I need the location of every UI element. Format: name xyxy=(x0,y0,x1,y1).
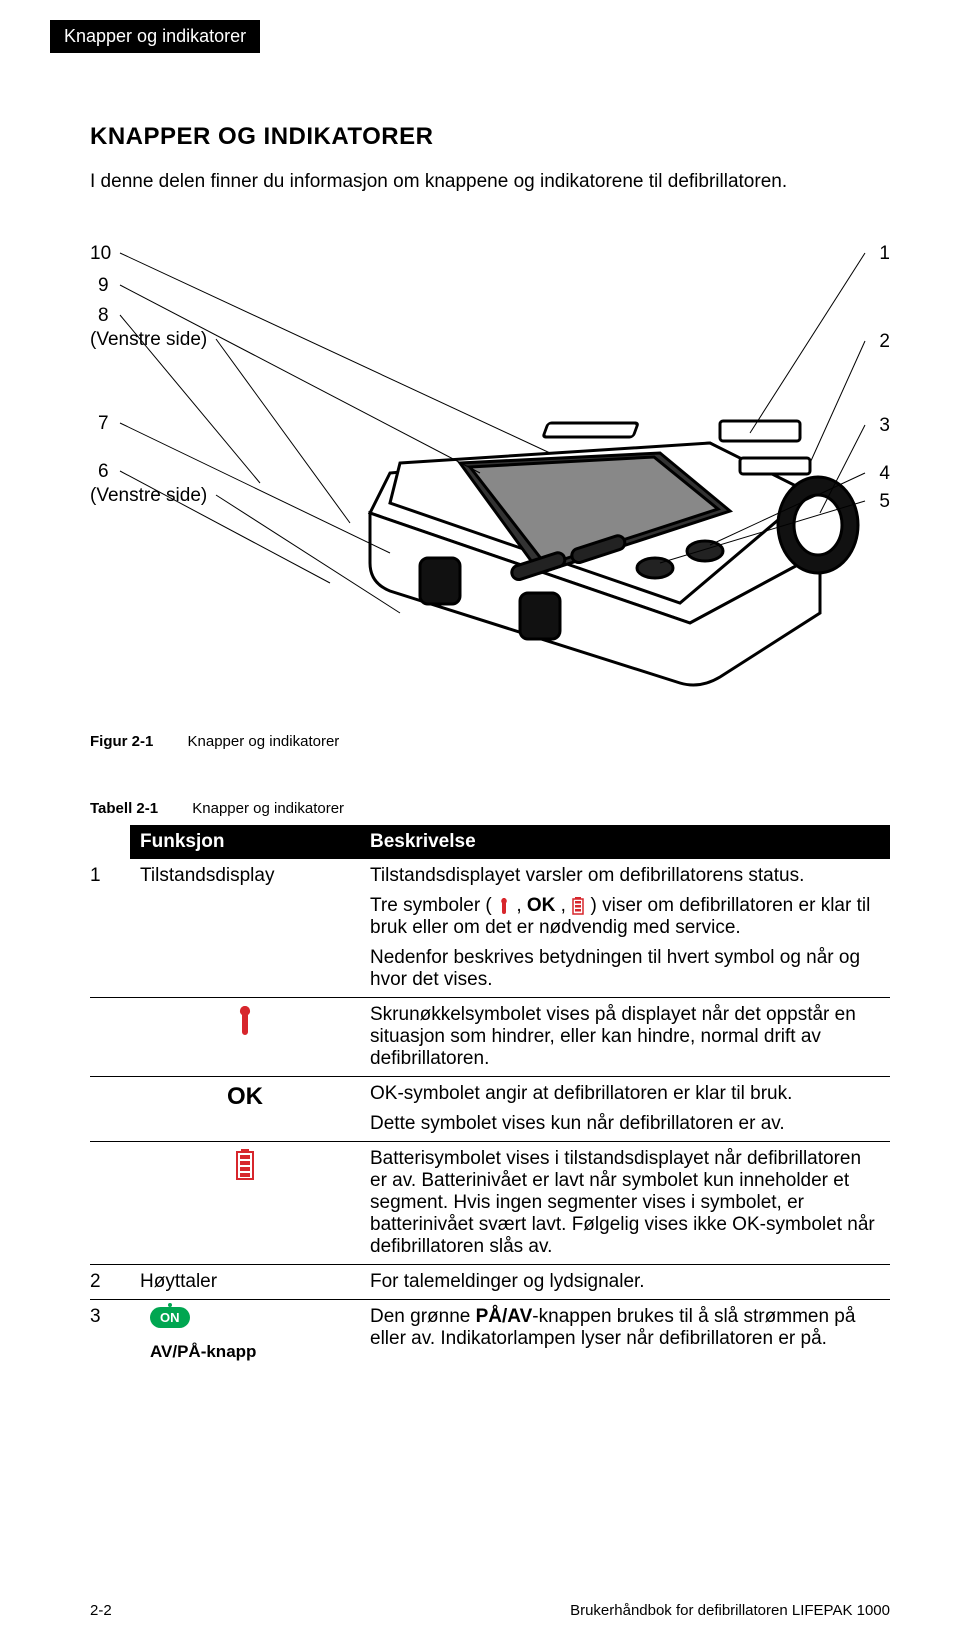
th-beskrivelse: Beskrivelse xyxy=(360,825,890,859)
figure-text: Knapper og indikatorer xyxy=(188,733,340,750)
section-title: KNAPPER OG INDIKATORER xyxy=(90,123,890,151)
intro-text: I denne delen finner du informasjon om k… xyxy=(90,171,890,193)
spec-table: Funksjon Beskrivelse 1 Tilstandsdisplay … xyxy=(90,825,890,1368)
footer-page-num: 2-2 xyxy=(90,1602,112,1619)
row-fn-icon: OK xyxy=(130,1077,360,1142)
th-funksjon: Funksjon xyxy=(130,825,360,859)
callout-8: 8 xyxy=(98,305,109,327)
figure-caption: Figur 2-1 Knapper og indikatorer xyxy=(90,733,890,750)
row-fn: Høyttaler xyxy=(130,1265,360,1300)
callout-left-side-top: (Venstre side) xyxy=(90,329,207,351)
text: Tre symboler ( xyxy=(370,895,497,916)
table-row: OK OK-symbolet angir at defibrillatoren … xyxy=(90,1077,890,1142)
row-desc: Tilstandsdisplayet varsler om defibrilla… xyxy=(360,859,890,998)
wrench-icon xyxy=(497,896,511,916)
row-fn-icon xyxy=(130,998,360,1077)
bold-text: PÅ/AV xyxy=(476,1306,533,1327)
callout-9: 9 xyxy=(98,275,109,297)
ok-icon: OK xyxy=(227,1083,263,1111)
header-tag: Knapper og indikatorer xyxy=(50,20,260,53)
callout-3: 3 xyxy=(879,415,890,437)
battery-icon xyxy=(234,1154,256,1175)
callout-4: 4 xyxy=(879,463,890,485)
row-index xyxy=(90,1077,130,1142)
row-index: 1 xyxy=(90,859,130,998)
desc-line: Tilstandsdisplayet varsler om defibrilla… xyxy=(370,865,880,887)
callout-10: 10 xyxy=(90,243,111,265)
wrench-icon xyxy=(234,1011,256,1032)
row-desc: Den grønne PÅ/AV-knappen brukes til å sl… xyxy=(360,1300,890,1369)
row-index xyxy=(90,1142,130,1265)
row-desc: For talemeldinger og lydsignaler. xyxy=(360,1265,890,1300)
callout-6: 6 xyxy=(98,461,109,483)
callout-1: 1 xyxy=(879,243,890,265)
callout-5: 5 xyxy=(879,491,890,513)
ok-inline: OK xyxy=(527,895,556,916)
row-fn: Tilstandsdisplay xyxy=(130,859,360,998)
page-footer: 2-2 Brukerhåndbok for defibrillatoren LI… xyxy=(90,1602,890,1619)
text: , xyxy=(561,895,572,916)
desc-line: OK-symbolet angir at defibrillatoren er … xyxy=(370,1083,880,1105)
row-desc: Batterisymbolet vises i tilstandsdisplay… xyxy=(360,1142,890,1265)
page: Knapper og indikatorer KNAPPER OG INDIKA… xyxy=(0,0,960,1649)
desc-line: Nedenfor beskrives betydningen til hvert… xyxy=(370,947,880,991)
text: Den grønne xyxy=(370,1306,476,1327)
av-pa-label: AV/PÅ-knapp xyxy=(150,1328,350,1362)
table-row: Skrunøkkelsymbolet vises på displayet nå… xyxy=(90,998,890,1077)
row-fn-icon: ON AV/PÅ-knapp xyxy=(130,1300,360,1369)
table-row: 2 Høyttaler For talemeldinger og lydsign… xyxy=(90,1265,890,1300)
row-desc: OK-symbolet angir at defibrillatoren er … xyxy=(360,1077,890,1142)
figure-label: Figur 2-1 xyxy=(90,733,153,750)
desc-line: For talemeldinger og lydsignaler. xyxy=(370,1271,880,1293)
device-diagram: 10 9 8 (Venstre side) 7 6 (Venstre side)… xyxy=(90,223,890,723)
desc-line: Skrunøkkelsymbolet vises på displayet nå… xyxy=(370,1004,880,1070)
desc-line: Den grønne PÅ/AV-knappen brukes til å sl… xyxy=(370,1306,880,1350)
th-blank xyxy=(90,825,130,859)
battery-icon xyxy=(571,896,585,916)
callout-2: 2 xyxy=(879,331,890,353)
callout-left-side-bottom: (Venstre side) xyxy=(90,485,207,507)
row-index: 3 xyxy=(90,1300,130,1369)
on-button-icon: ON xyxy=(150,1307,190,1328)
desc-line: Batterisymbolet vises i tilstandsdisplay… xyxy=(370,1148,880,1258)
text: , xyxy=(516,895,527,916)
row-fn-icon xyxy=(130,1142,360,1265)
row-index xyxy=(90,998,130,1077)
callout-7: 7 xyxy=(98,413,109,435)
table-row: Batterisymbolet vises i tilstandsdisplay… xyxy=(90,1142,890,1265)
table-label: Tabell 2-1 xyxy=(90,800,158,817)
desc-line: Tre symboler ( , OK , ) viser om defibri… xyxy=(370,895,880,939)
table-row: 3 ON AV/PÅ-knapp Den grønne PÅ/AV-knappe… xyxy=(90,1300,890,1369)
footer-doc-title: Brukerhåndbok for defibrillatoren LIFEPA… xyxy=(570,1602,890,1619)
row-index: 2 xyxy=(90,1265,130,1300)
device-illustration xyxy=(310,253,870,693)
row-desc: Skrunøkkelsymbolet vises på displayet nå… xyxy=(360,998,890,1077)
desc-line: Dette symbolet vises kun når defibrillat… xyxy=(370,1113,880,1135)
table-text: Knapper og indikatorer xyxy=(192,800,344,817)
table-row: 1 Tilstandsdisplay Tilstandsdisplayet va… xyxy=(90,859,890,998)
table-caption: Tabell 2-1 Knapper og indikatorer xyxy=(90,800,890,817)
